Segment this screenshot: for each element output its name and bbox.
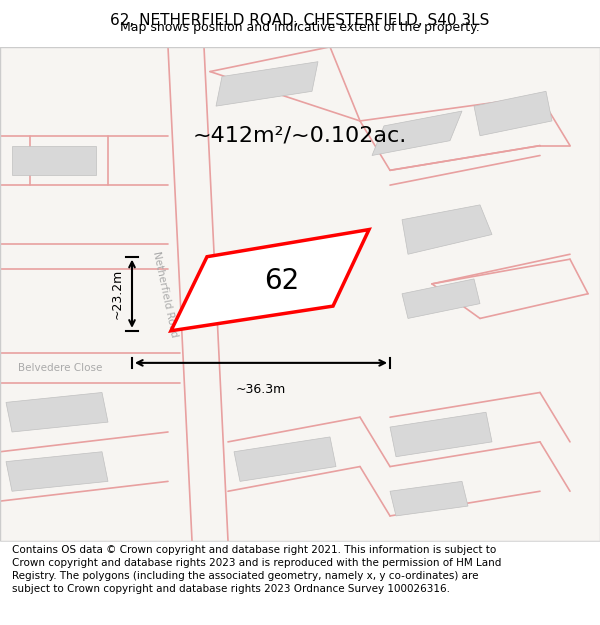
- Text: Map shows position and indicative extent of the property.: Map shows position and indicative extent…: [120, 21, 480, 34]
- Text: Netherfield Road: Netherfield Road: [151, 250, 179, 338]
- Polygon shape: [6, 392, 108, 432]
- Polygon shape: [12, 146, 96, 175]
- Text: ~36.3m: ~36.3m: [236, 382, 286, 396]
- Polygon shape: [474, 91, 552, 136]
- Text: ~23.2m: ~23.2m: [110, 269, 124, 319]
- Text: 62, NETHERFIELD ROAD, CHESTERFIELD, S40 3LS: 62, NETHERFIELD ROAD, CHESTERFIELD, S40 …: [110, 13, 490, 28]
- Text: 62: 62: [265, 267, 299, 295]
- Text: Contains OS data © Crown copyright and database right 2021. This information is : Contains OS data © Crown copyright and d…: [12, 545, 502, 594]
- Polygon shape: [6, 452, 108, 491]
- Polygon shape: [390, 481, 468, 516]
- Polygon shape: [402, 205, 492, 254]
- Polygon shape: [390, 412, 492, 457]
- Text: ~412m²/~0.102ac.: ~412m²/~0.102ac.: [193, 126, 407, 146]
- Polygon shape: [234, 437, 336, 481]
- Polygon shape: [216, 62, 318, 106]
- Text: Belvedere Close: Belvedere Close: [18, 362, 102, 372]
- Polygon shape: [402, 279, 480, 318]
- Polygon shape: [372, 111, 462, 156]
- Polygon shape: [171, 229, 369, 331]
